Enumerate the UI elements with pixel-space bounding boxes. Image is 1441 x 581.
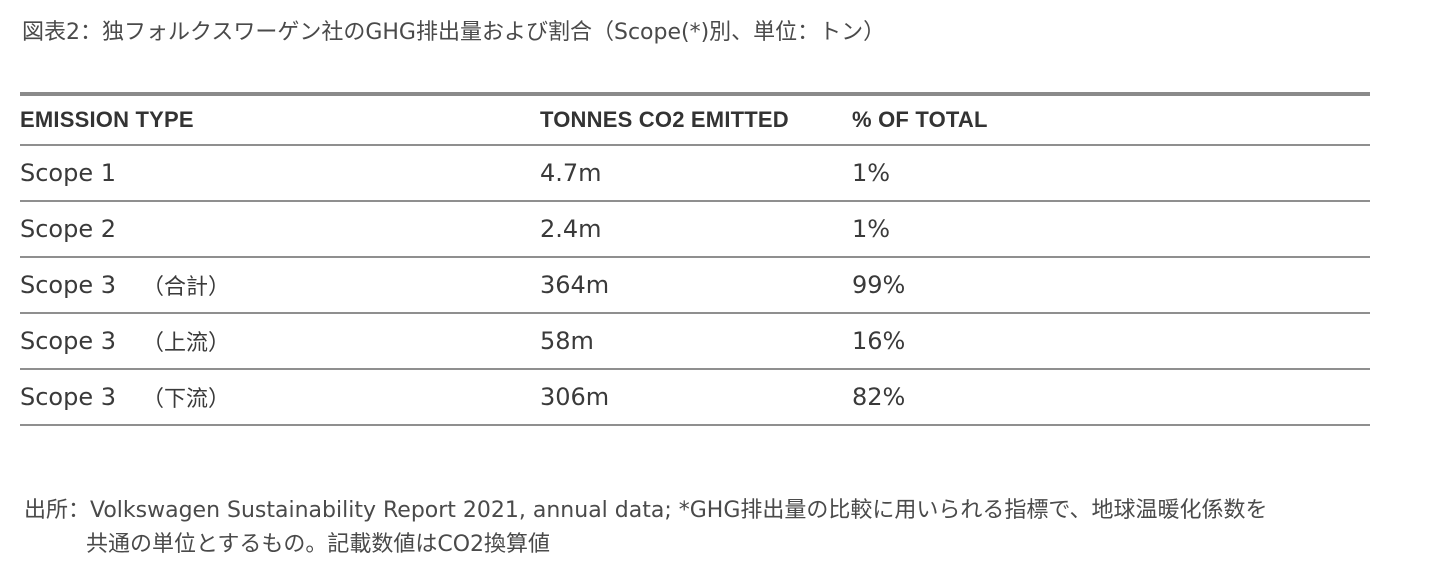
emission-type-label: Scope 3 — [20, 383, 117, 411]
emission-type-note: （合計） — [142, 275, 231, 300]
header-emission-type: EMISSION TYPE — [20, 107, 194, 132]
emission-type-cell: Scope 2 — [20, 202, 142, 256]
table-row: Scope 3 （下流） 306m 82% — [20, 370, 1370, 426]
source-line-1: 出所：Volkswagen Sustainability Report 2021… — [24, 498, 1268, 523]
emission-type-note: （上流） — [142, 331, 231, 356]
table-header-row: EMISSION TYPE TONNES CO2 EMITTED % OF TO… — [20, 96, 1370, 146]
emission-type-note: （下流） — [142, 387, 231, 412]
source-line-2: 共通の単位とするもの。記載数値はCO2換算値 — [86, 532, 551, 557]
table-row: Scope 3 （上流） 58m 16% — [20, 314, 1370, 370]
emission-type-label: Scope 1 — [20, 159, 117, 187]
header-tonnes-co2: TONNES CO2 EMITTED — [540, 107, 789, 132]
table-row: Scope 3 （合計） 364m 99% — [20, 258, 1370, 314]
tonnes-cell: 58m — [540, 327, 594, 355]
header-percent-total: % OF TOTAL — [852, 107, 988, 132]
emission-type-label: Scope 3 — [20, 327, 117, 355]
figure-title: 図表2：独フォルクスワーゲン社のGHG排出量および割合（Scope(*)別、単位… — [22, 20, 886, 45]
tonnes-cell: 306m — [540, 383, 610, 411]
emission-type-label: Scope 3 — [20, 271, 117, 299]
emission-type-cell: Scope 1 — [20, 146, 142, 200]
emission-type-label: Scope 2 — [20, 215, 117, 243]
source-note: 出所：Volkswagen Sustainability Report 2021… — [24, 494, 1268, 562]
tonnes-cell: 4.7m — [540, 159, 602, 187]
emissions-table: EMISSION TYPE TONNES CO2 EMITTED % OF TO… — [20, 92, 1370, 426]
tonnes-cell: 364m — [540, 271, 610, 299]
percent-cell: 16% — [852, 327, 906, 355]
percent-cell: 1% — [852, 159, 891, 187]
percent-cell: 1% — [852, 215, 891, 243]
table-row: Scope 2 2.4m 1% — [20, 202, 1370, 258]
percent-cell: 82% — [852, 383, 906, 411]
percent-cell: 99% — [852, 271, 906, 299]
emission-type-cell: Scope 3 （合計） — [20, 258, 230, 312]
emission-type-cell: Scope 3 （下流） — [20, 370, 230, 424]
table-row: Scope 1 4.7m 1% — [20, 146, 1370, 202]
emission-type-cell: Scope 3 （上流） — [20, 314, 230, 368]
tonnes-cell: 2.4m — [540, 215, 602, 243]
